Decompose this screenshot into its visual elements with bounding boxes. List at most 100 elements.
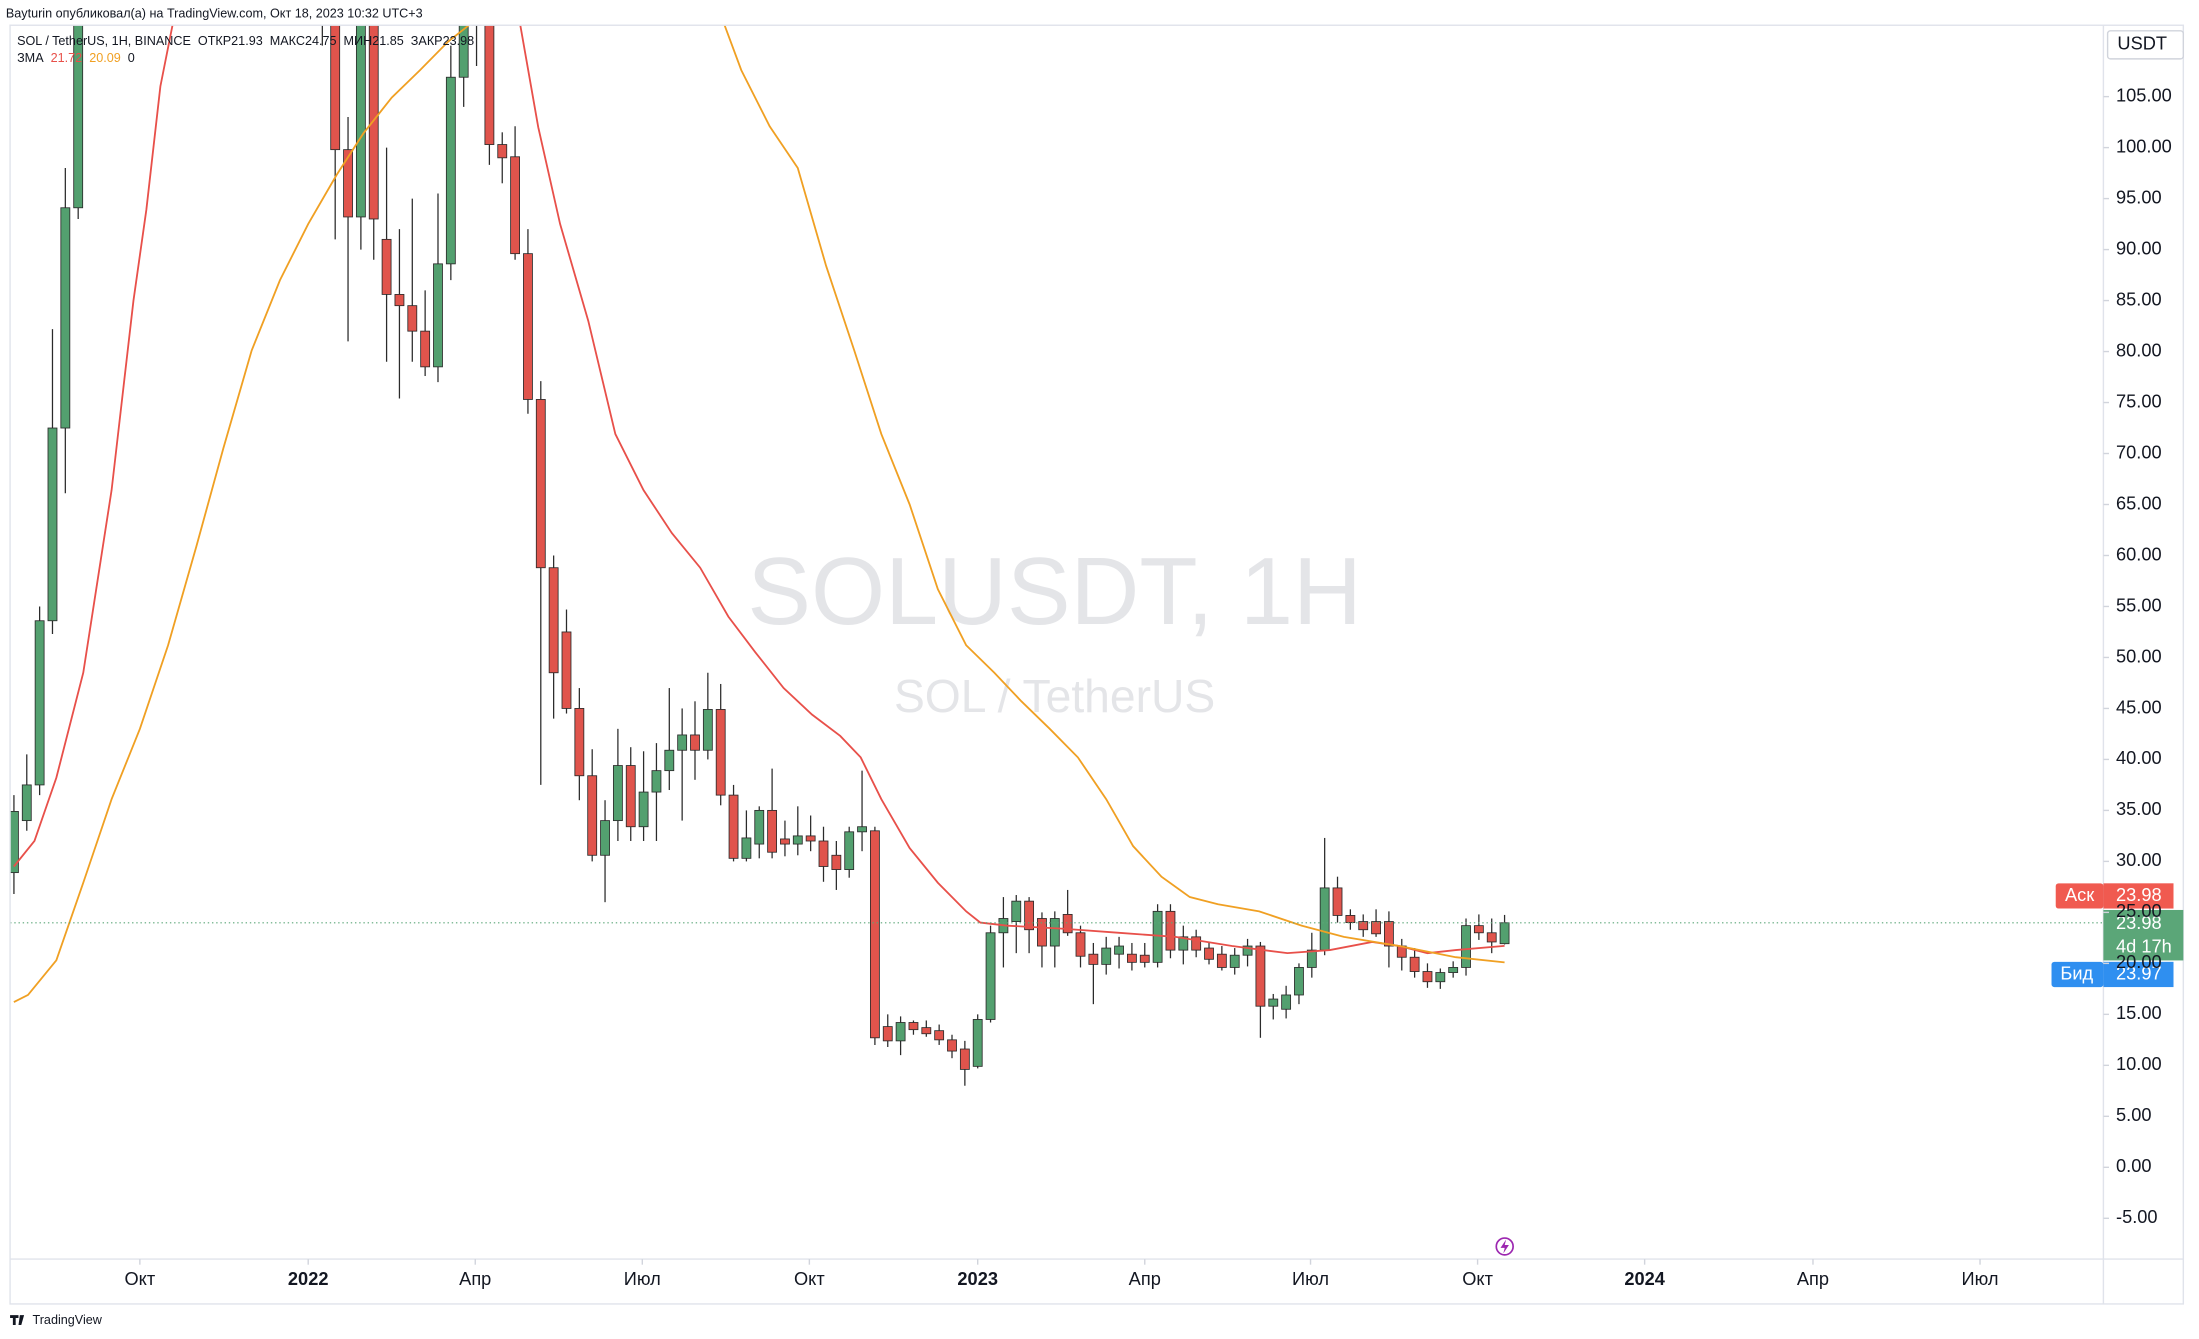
bid: 23.97 [2116, 963, 2162, 983]
y-tick-label: 100.00 [2116, 136, 2172, 156]
candle-body [1152, 910, 1163, 963]
legend-low: 21.85 [372, 34, 404, 48]
bid-label-box [2051, 961, 2104, 988]
candle-body [21, 784, 32, 822]
event-icon[interactable] [1495, 1237, 1514, 1256]
y-tick-label: 90.00 [2116, 238, 2162, 258]
candle-body [1088, 953, 1099, 965]
x-tick-label: Апр [1797, 1269, 1829, 1289]
watermark: SOLUSDT, 1H [747, 539, 1362, 645]
candle-body [1461, 925, 1471, 968]
y-tick-label: 20.00 [2116, 952, 2162, 972]
candle-body [1037, 918, 1047, 947]
candle-body [368, 25, 379, 220]
y-tick-label: 60.00 [2116, 544, 2162, 564]
legend-ohlc: SOL / TetherUS, 1H, BINANCE ОТКР21.93 МАКС… [17, 34, 474, 48]
candle-body [1242, 945, 1253, 956]
x-tick-label: Июл [1962, 1269, 1999, 1289]
y-tick-label: 95.00 [2116, 187, 2162, 207]
last-price: 23.98 [2116, 913, 2162, 933]
candle-body [484, 25, 495, 145]
legend-high-label: МАКС [270, 34, 305, 48]
candle-body [381, 238, 392, 295]
y-tick-label: 65.00 [2116, 493, 2162, 513]
legend-ma-value: 20.09 [89, 51, 121, 65]
candle-body [985, 932, 996, 1020]
y-tick-label: 5.00 [2116, 1105, 2151, 1125]
candle-body [458, 25, 469, 78]
candle-body [1101, 947, 1112, 965]
x-tick-label: 2022 [288, 1269, 329, 1289]
candle-body [420, 330, 431, 368]
currency[interactable]: USDT [2117, 34, 2167, 54]
x-tick-label: Апр [459, 1269, 491, 1289]
y-tick-label: 0.00 [2116, 1156, 2151, 1176]
bid-label: Бид [2060, 963, 2093, 983]
candle-body [497, 144, 508, 159]
candle-body [587, 775, 598, 856]
x-tick-label: Окт [1462, 1269, 1493, 1289]
candle-body [433, 263, 443, 368]
candle-body [535, 399, 546, 569]
candle-body [728, 794, 739, 859]
candle-body [1435, 972, 1446, 983]
candle-body [1358, 921, 1369, 931]
currency-box[interactable] [2106, 30, 2185, 60]
candle-body [1024, 900, 1035, 931]
candle-body [792, 835, 803, 845]
candle-body [1306, 949, 1317, 968]
footer: TradingView [33, 1313, 103, 1327]
candle-body [715, 709, 726, 796]
candle-body [1127, 953, 1137, 963]
y-tick-label: 35.00 [2116, 799, 2162, 819]
candle-body [1294, 967, 1304, 996]
frame [9, 24, 2185, 1305]
candle-body [1319, 887, 1330, 951]
watermark-subtitle: SOL / TetherUS [894, 670, 1215, 722]
candle-body [895, 1022, 906, 1042]
candle-body [523, 253, 533, 400]
candle-body [1178, 936, 1189, 951]
candle-body [561, 631, 572, 709]
candle-body [47, 427, 58, 622]
candle-body [1473, 925, 1484, 934]
candle-body [394, 294, 405, 307]
candle-body [664, 749, 675, 772]
candle-body [612, 765, 623, 822]
candle-body [1114, 945, 1124, 955]
y-tick-label: 25.00 [2116, 901, 2162, 921]
legend-symbol: SOL / TetherUS, 1H, BINANCE [17, 34, 191, 48]
ask-box [2103, 883, 2174, 909]
event-icon-bolt[interactable] [1500, 1239, 1509, 1254]
candle-body [1268, 998, 1279, 1007]
candle-body [445, 76, 456, 265]
moving-average [13, 25, 1505, 955]
legend-ma-extra: 0 [128, 51, 135, 65]
moving-average [13, 25, 1505, 1003]
candle-body [1281, 994, 1292, 1010]
candle-body [355, 25, 366, 218]
candle-body [1371, 921, 1381, 935]
candle-body [908, 1022, 919, 1031]
candle-body [1332, 887, 1343, 916]
candle-body [1062, 913, 1073, 934]
candle-body [972, 1019, 983, 1067]
y-tick-label: 15.00 [2116, 1003, 2162, 1023]
candle-body [407, 305, 418, 332]
ask: 23.98 [2116, 885, 2162, 905]
x-tick-label: 2024 [1624, 1269, 1665, 1289]
y-tick-label: 75.00 [2116, 391, 2162, 411]
bid-box [2103, 961, 2174, 988]
candle-body [1422, 971, 1433, 983]
candle-body [1075, 932, 1086, 957]
candle-body [677, 734, 688, 751]
candle-body [1499, 922, 1510, 945]
legend-close-label: ЗАКР [411, 34, 443, 48]
legend-low-label: МИН [344, 34, 373, 48]
legend-ma-label: ЗМА [17, 51, 44, 65]
candle-body [1049, 918, 1060, 947]
candle-body [638, 791, 649, 828]
last-price-box [2103, 909, 2184, 961]
